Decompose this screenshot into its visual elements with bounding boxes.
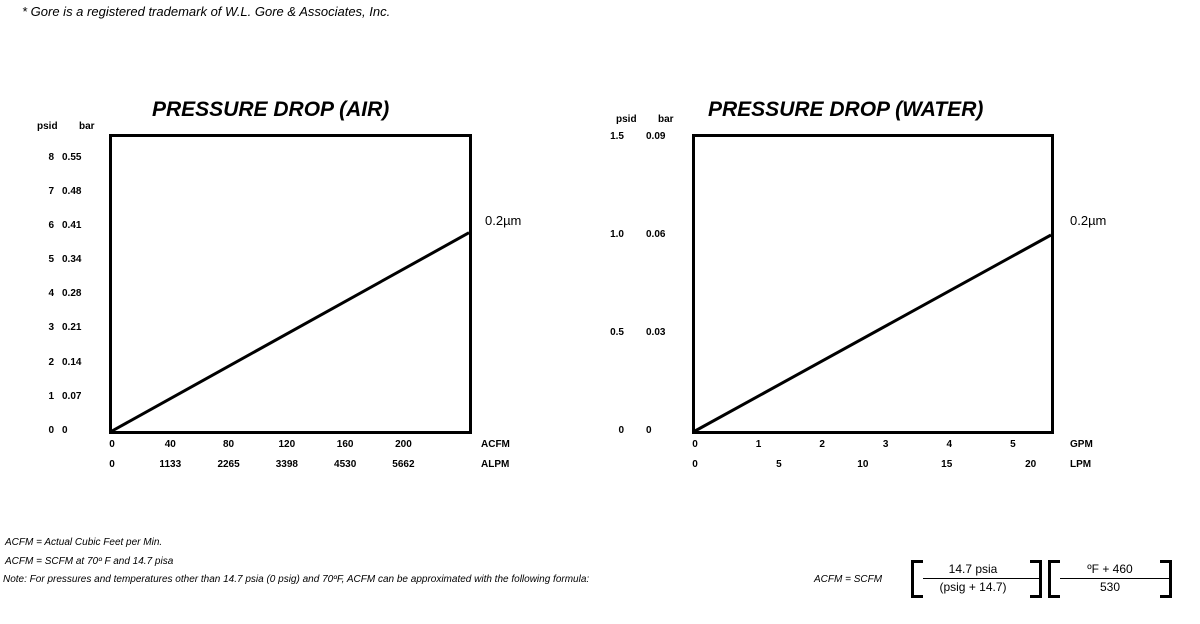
- y2-axis-header: bar: [658, 114, 674, 125]
- x2-tick-label: 3398: [275, 459, 298, 470]
- y-tick-label: 3: [48, 322, 54, 334]
- x-tick-label: 4: [946, 439, 953, 450]
- y-tick-label: 0: [618, 425, 624, 436]
- x2-tick-label: 15: [941, 459, 953, 470]
- y2-tick-label: 0: [646, 425, 652, 436]
- y-tick-label: 2: [48, 356, 54, 368]
- x-tick-label: 160: [336, 439, 354, 450]
- x-tick-label: 1: [755, 439, 762, 450]
- x-tick-label: 200: [395, 439, 412, 450]
- bracket-left: [1048, 560, 1060, 598]
- formula-lhs: ACFM = SCFM: [814, 574, 883, 585]
- y2-tick-label: 0.07: [62, 390, 82, 402]
- chart-title: PRESSURE DROP (WATER): [708, 98, 984, 121]
- chart-title: PRESSURE DROP (AIR): [152, 98, 390, 121]
- x-tick-label: 120: [278, 439, 296, 450]
- fraction-1-numerator: 14.7 psia: [948, 562, 998, 576]
- y2-tick-label: 0.28: [62, 288, 82, 300]
- x-tick-label: 2: [819, 439, 825, 450]
- bracket-right: [1030, 560, 1042, 598]
- series-line-water: [694, 233, 1052, 433]
- y2-tick-label: 0.14: [62, 356, 82, 368]
- x2-tick-label: 2265: [217, 459, 240, 470]
- x2-axis-unit: ALPM: [481, 459, 510, 470]
- y2-tick-label: 0.55: [62, 151, 82, 163]
- fraction-2-bar: [1060, 578, 1170, 579]
- x-tick-label: 80: [223, 439, 235, 450]
- y2-tick-label: 0.21: [62, 322, 82, 334]
- fraction-1-bar: [923, 578, 1040, 579]
- y2-tick-label: 0.09: [646, 131, 666, 142]
- x-tick-label: 0: [692, 439, 698, 450]
- x2-tick-label: 4530: [334, 459, 357, 470]
- y-tick-label: 4: [48, 288, 54, 300]
- note-acfm-definition: ACFM = Actual Cubic Feet per Min.: [5, 537, 163, 548]
- y2-tick-label: 0.34: [62, 254, 82, 266]
- fraction-1-denominator: (psig + 14.7): [939, 580, 1007, 594]
- x-tick-label: 40: [164, 439, 176, 450]
- y-tick-label: 1: [48, 390, 54, 402]
- fraction-2-numerator: ºF + 460: [1087, 562, 1133, 576]
- note-formula-intro: Note: For pressures and temperatures oth…: [3, 574, 590, 585]
- bracket-left: [911, 560, 923, 598]
- y-axis-header: psid: [37, 121, 58, 132]
- y-axis-header: psid: [616, 114, 637, 125]
- y2-tick-label: 0.03: [646, 327, 666, 338]
- y-tick-label: 8: [48, 151, 54, 163]
- x-tick-label: 3: [882, 439, 889, 450]
- fraction-2-denominator: 530: [1099, 580, 1121, 594]
- y2-tick-label: 0: [62, 425, 68, 436]
- x-tick-label: 0: [109, 439, 115, 450]
- y-tick-label: 1.5: [610, 131, 624, 142]
- x-axis-unit: GPM: [1070, 439, 1093, 450]
- x2-tick-label: 1133: [159, 459, 182, 470]
- y-tick-label: 1.0: [610, 229, 624, 240]
- x2-tick-label: 0: [692, 459, 698, 470]
- bracket-right: [1160, 560, 1172, 598]
- series-line-air: [111, 231, 470, 433]
- y2-axis-header: bar: [79, 121, 95, 132]
- x-tick-label: 5: [1010, 439, 1016, 450]
- series-label: 0.2µm: [1070, 213, 1107, 228]
- y2-tick-label: 0.41: [62, 219, 82, 231]
- y2-tick-label: 0.48: [62, 185, 82, 197]
- x2-tick-label: 0: [109, 459, 115, 470]
- x2-tick-label: 20: [1025, 459, 1037, 470]
- x2-tick-label: 10: [857, 459, 869, 470]
- series-label: 0.2µm: [485, 213, 522, 228]
- y-tick-label: 0: [48, 425, 54, 436]
- y-tick-label: 7: [48, 185, 54, 197]
- x2-tick-label: 5662: [392, 459, 415, 470]
- note-acfm-scfm: ACFM = SCFM at 70º F and 14.7 pisa: [5, 556, 174, 567]
- trademark-note: * Gore is a registered trademark of W.L.…: [22, 4, 391, 19]
- plot-area: [692, 134, 1054, 434]
- y-tick-label: 5: [48, 254, 54, 266]
- x2-tick-label: 5: [776, 459, 782, 470]
- y-tick-label: 6: [48, 219, 54, 231]
- plot-area: [109, 134, 472, 434]
- x2-axis-unit: LPM: [1070, 459, 1092, 470]
- y-tick-label: 0.5: [610, 327, 624, 338]
- y2-tick-label: 0.06: [646, 229, 666, 240]
- x-axis-unit: ACFM: [481, 439, 510, 450]
